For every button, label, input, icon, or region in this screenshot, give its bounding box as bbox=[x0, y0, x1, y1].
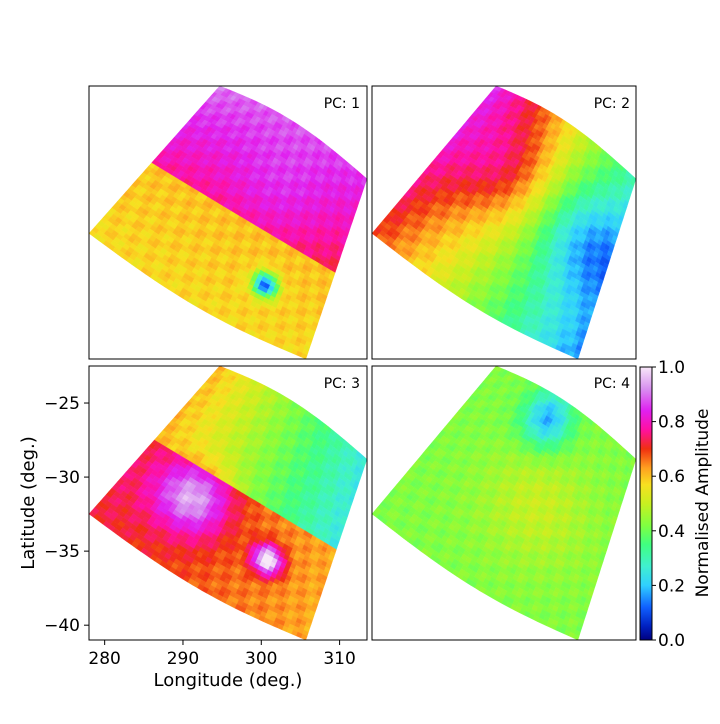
panel-label: PC: 2 bbox=[594, 96, 630, 112]
panel-label: PC: 1 bbox=[324, 96, 360, 112]
panel-pc1: PC: 1 bbox=[89, 86, 367, 359]
panel-pc2: PC: 2 bbox=[372, 86, 636, 359]
heatmap-cells bbox=[89, 366, 367, 640]
panel-pc3: PC: 3 bbox=[89, 366, 367, 640]
heatmap-cells bbox=[372, 86, 636, 359]
heatmap-cells bbox=[89, 86, 367, 359]
